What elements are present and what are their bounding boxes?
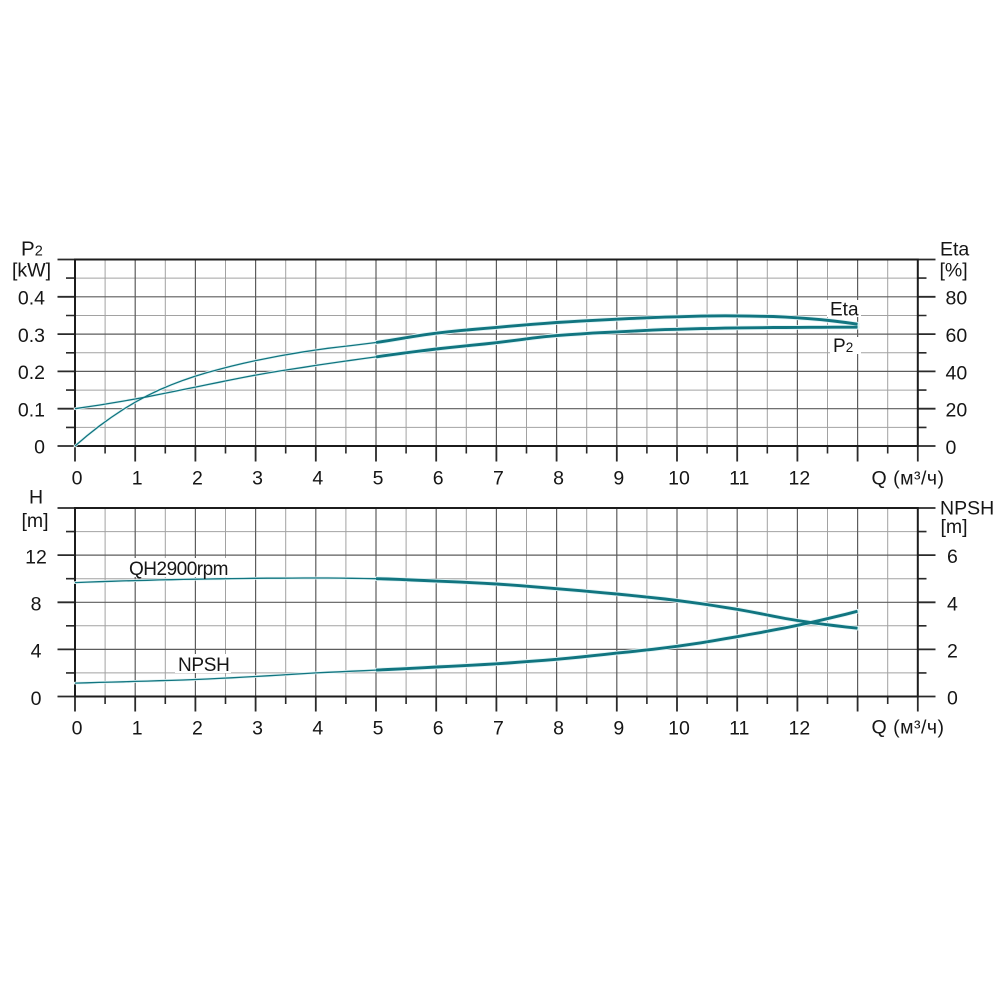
svg-text:[kW]: [kW] [12, 260, 51, 282]
svg-text:4: 4 [947, 593, 958, 615]
svg-text:0: 0 [34, 437, 45, 459]
svg-text:QH2900rpm: QH2900rpm [129, 559, 228, 580]
svg-text:9: 9 [613, 468, 624, 490]
svg-text:20: 20 [946, 400, 968, 422]
svg-text:0: 0 [72, 468, 83, 490]
svg-text:10: 10 [668, 468, 690, 490]
svg-text:3: 3 [252, 468, 263, 490]
svg-text:1: 1 [132, 718, 143, 740]
svg-text:NPSH: NPSH [178, 655, 230, 676]
svg-text:[%]: [%] [940, 260, 968, 282]
svg-text:4: 4 [312, 468, 323, 490]
svg-text:0: 0 [31, 688, 42, 710]
svg-text:60: 60 [946, 325, 968, 347]
svg-text:NPSH: NPSH [940, 498, 994, 520]
svg-text:9: 9 [613, 718, 624, 740]
svg-text:6: 6 [433, 468, 444, 490]
svg-text:11: 11 [729, 468, 749, 490]
svg-text:0: 0 [947, 688, 958, 710]
svg-text:0: 0 [72, 718, 83, 740]
svg-text:12: 12 [25, 546, 47, 568]
svg-text:0.3: 0.3 [18, 325, 45, 347]
svg-text:3: 3 [252, 718, 263, 740]
svg-text:0.1: 0.1 [18, 399, 45, 421]
svg-text:P2: P2 [21, 238, 43, 261]
svg-text:80: 80 [946, 288, 968, 310]
svg-text:0.2: 0.2 [18, 362, 45, 384]
svg-text:Eta: Eta [830, 300, 859, 321]
svg-text:8: 8 [553, 468, 564, 490]
svg-text:Q (м³/ч): Q (м³/ч) [872, 717, 945, 739]
svg-text:2: 2 [192, 718, 203, 740]
svg-text:4: 4 [312, 718, 323, 740]
svg-text:7: 7 [493, 718, 504, 740]
svg-text:7: 7 [493, 468, 504, 490]
svg-text:P2: P2 [833, 336, 853, 357]
svg-text:12: 12 [789, 468, 811, 490]
svg-text:8: 8 [553, 718, 564, 740]
svg-text:5: 5 [373, 718, 384, 740]
svg-text:2: 2 [947, 641, 958, 663]
svg-text:5: 5 [373, 468, 384, 490]
svg-text:2: 2 [192, 468, 203, 490]
svg-text:Eta: Eta [940, 239, 969, 261]
svg-text:0: 0 [946, 437, 957, 459]
svg-text:6: 6 [433, 718, 444, 740]
svg-text:[m]: [m] [22, 510, 49, 532]
svg-text:8: 8 [31, 594, 42, 616]
svg-text:40: 40 [946, 362, 968, 384]
svg-text:0.4: 0.4 [18, 288, 45, 310]
svg-text:H: H [29, 487, 43, 509]
svg-text:10: 10 [668, 718, 690, 740]
svg-text:[m]: [m] [941, 516, 968, 538]
svg-text:Q (м³/ч): Q (м³/ч) [872, 468, 945, 490]
svg-text:12: 12 [789, 718, 811, 740]
svg-text:1: 1 [132, 468, 143, 490]
svg-text:6: 6 [947, 546, 958, 568]
svg-text:4: 4 [31, 641, 42, 663]
svg-text:11: 11 [729, 718, 749, 740]
